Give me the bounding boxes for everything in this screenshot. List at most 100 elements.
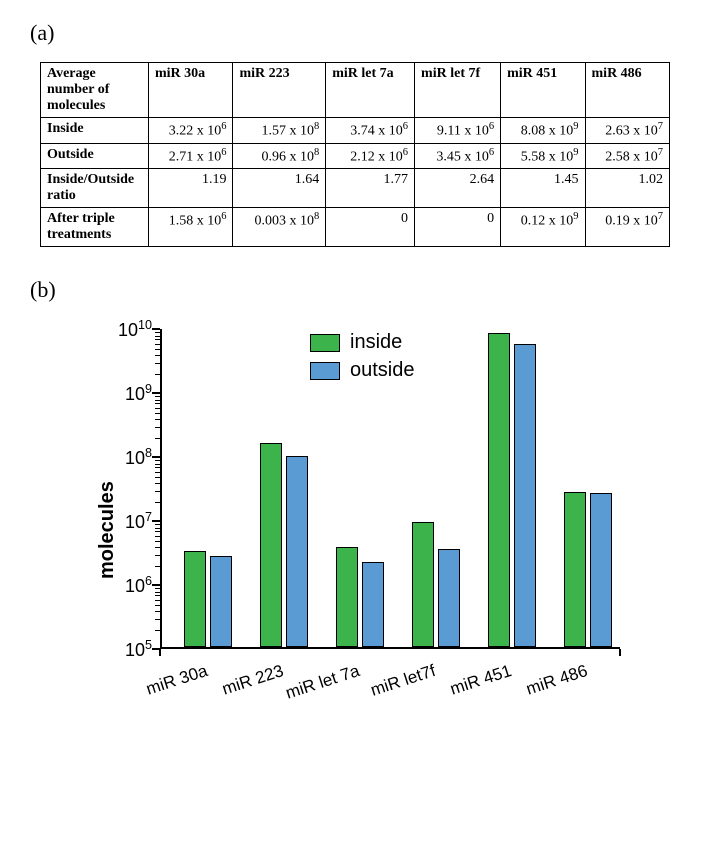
table-cell: 0.12 x 109	[501, 208, 585, 247]
table-header-row: Average number of molecules miR 30a miR …	[41, 63, 670, 118]
y-minor-tick	[155, 403, 160, 404]
bar-inside	[488, 333, 510, 647]
row-label: After triple treatments	[41, 208, 149, 247]
y-minor-tick	[155, 528, 160, 529]
legend-swatch	[310, 362, 340, 380]
table-cell: 5.58 x 109	[501, 143, 585, 169]
x-tick-label: miR let7f	[432, 661, 438, 680]
y-minor-tick	[155, 611, 160, 612]
bar-inside	[336, 547, 358, 648]
bar-inside	[412, 522, 434, 647]
y-minor-tick	[155, 344, 160, 345]
y-minor-tick	[155, 332, 160, 333]
bar-inside	[260, 443, 282, 648]
y-minor-tick	[155, 438, 160, 439]
table-row: After triple treatments1.58 x 1060.003 x…	[41, 208, 670, 247]
y-minor-tick	[155, 491, 160, 492]
y-minor-tick	[155, 524, 160, 525]
y-tick	[152, 328, 160, 330]
y-tick	[152, 456, 160, 458]
table-cell: 1.58 x 106	[149, 208, 233, 247]
table-cell: 1.02	[585, 169, 669, 208]
y-tick-label: 105	[104, 638, 152, 661]
table-cell: 1.45	[501, 169, 585, 208]
table-cell: 2.63 x 107	[585, 118, 669, 144]
bar-outside	[590, 493, 612, 647]
table-row: Inside3.22 x 1061.57 x 1083.74 x 1069.11…	[41, 118, 670, 144]
y-minor-tick	[155, 400, 160, 401]
y-minor-tick	[155, 464, 160, 465]
table-cell: 0.96 x 108	[233, 143, 326, 169]
row-label: Inside/Outside ratio	[41, 169, 149, 208]
col-mir30a: miR 30a	[149, 63, 233, 118]
col-mir223: miR 223	[233, 63, 326, 118]
col-mirlet7f: miR let 7f	[415, 63, 501, 118]
table-cell: 2.58 x 107	[585, 143, 669, 169]
table-cell: 2.64	[415, 169, 501, 208]
table-cell: 1.19	[149, 169, 233, 208]
y-minor-tick	[155, 541, 160, 542]
legend-label: inside	[350, 331, 402, 354]
y-minor-tick	[155, 595, 160, 596]
row-label: Outside	[41, 143, 149, 169]
y-minor-tick	[155, 396, 160, 397]
bar-outside	[514, 344, 536, 648]
x-axis-tick	[159, 649, 161, 656]
y-tick-label: 106	[104, 574, 152, 597]
bar-inside	[184, 551, 206, 648]
legend-item-inside: inside	[310, 331, 402, 354]
y-minor-tick	[155, 355, 160, 356]
y-minor-tick	[155, 536, 160, 537]
x-tick-label: miR 486	[584, 661, 590, 680]
y-tick	[152, 520, 160, 522]
bar-outside	[438, 549, 460, 647]
bar-inside	[564, 492, 586, 647]
table-cell: 2.12 x 106	[326, 143, 415, 169]
table-cell: 1.64	[233, 169, 326, 208]
table-cell: 2.71 x 106	[149, 143, 233, 169]
table-cell: 0.19 x 107	[585, 208, 669, 247]
col-mirlet7a: miR let 7a	[326, 63, 415, 118]
y-minor-tick	[155, 566, 160, 567]
bar-outside	[362, 562, 384, 647]
table-cell: 8.08 x 109	[501, 118, 585, 144]
col-mir486: miR 486	[585, 63, 669, 118]
molecule-bar-chart: molecules 1051061071081091010miR 30amiR …	[70, 319, 670, 779]
legend-item-outside: outside	[310, 359, 415, 382]
y-minor-tick	[155, 408, 160, 409]
y-minor-tick	[155, 502, 160, 503]
y-tick-label: 109	[104, 382, 152, 405]
y-tick-label: 1010	[104, 318, 152, 341]
col-mir451: miR 451	[501, 63, 585, 118]
y-minor-tick	[155, 531, 160, 532]
table-cell: 3.45 x 106	[415, 143, 501, 169]
y-minor-tick	[155, 363, 160, 364]
x-tick-label: miR 223	[280, 661, 286, 680]
y-minor-tick	[155, 349, 160, 350]
y-minor-tick	[155, 374, 160, 375]
y-tick	[152, 392, 160, 394]
panel-a-label: (a)	[30, 20, 679, 46]
y-minor-tick	[155, 460, 160, 461]
table-cell: 3.74 x 106	[326, 118, 415, 144]
y-minor-tick	[155, 477, 160, 478]
y-minor-tick	[155, 467, 160, 468]
y-tick-label: 108	[104, 446, 152, 469]
legend-swatch	[310, 334, 340, 352]
x-tick-label: miR 451	[508, 661, 514, 680]
bar-outside	[286, 456, 308, 647]
table-cell: 0	[415, 208, 501, 247]
table-cell: 1.77	[326, 169, 415, 208]
y-tick	[152, 584, 160, 586]
y-minor-tick	[155, 413, 160, 414]
y-minor-tick	[155, 600, 160, 601]
bar-outside	[210, 556, 232, 648]
table-cell: 9.11 x 106	[415, 118, 501, 144]
y-minor-tick	[155, 630, 160, 631]
y-minor-tick	[155, 472, 160, 473]
y-tick-label: 107	[104, 510, 152, 533]
y-minor-tick	[155, 547, 160, 548]
x-tick-label: miR 30a	[204, 661, 210, 680]
table-row: Outside2.71 x 1060.96 x 1082.12 x 1063.4…	[41, 143, 670, 169]
row-label: Inside	[41, 118, 149, 144]
